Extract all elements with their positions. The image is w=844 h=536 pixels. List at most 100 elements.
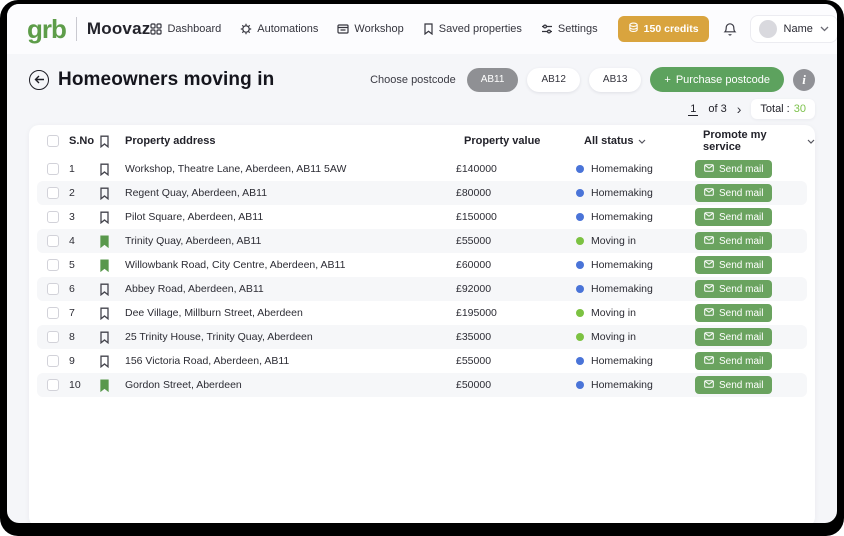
- table-row: 10 Gordon Street, Aberdeen £50000 Homema…: [37, 373, 807, 397]
- logo-divider: [75, 17, 77, 41]
- bookmark-icon[interactable]: [99, 307, 110, 320]
- row-checkbox[interactable]: [47, 187, 59, 199]
- next-page-chevron-icon[interactable]: ›: [736, 101, 742, 117]
- nav-item-settings[interactable]: Settings: [541, 23, 598, 35]
- send-mail-button[interactable]: Send mail: [695, 256, 773, 274]
- nav-item-automations[interactable]: Automations: [240, 23, 318, 35]
- table-row: 9 156 Victoria Road, Aberdeen, AB11 £550…: [37, 349, 807, 373]
- envelope-icon: [704, 307, 714, 319]
- row-sno: 1: [69, 163, 75, 175]
- envelope-icon: [704, 331, 714, 343]
- postcode-bar: Choose postcode AB11 AB12 AB13 + Purchas…: [370, 67, 815, 92]
- title-bar: Homeowners moving in Choose postcode AB1…: [7, 54, 837, 94]
- app-name: Moovaz: [86, 19, 151, 38]
- row-checkbox[interactable]: [47, 211, 59, 223]
- nav-item-dashboard[interactable]: Dashboard: [150, 23, 221, 35]
- send-mail-button[interactable]: Send mail: [695, 352, 773, 370]
- send-mail-label: Send mail: [719, 259, 764, 271]
- send-mail-button[interactable]: Send mail: [695, 376, 773, 394]
- bookmark-icon[interactable]: [99, 187, 110, 200]
- info-icon[interactable]: i: [793, 68, 815, 91]
- property-address: Regent Quay, Aberdeen, AB11: [125, 187, 268, 199]
- saved-properties-icon: [423, 23, 434, 35]
- send-mail-button[interactable]: Send mail: [695, 328, 773, 346]
- row-checkbox[interactable]: [47, 355, 59, 367]
- row-checkbox[interactable]: [47, 163, 59, 175]
- settings-icon: [541, 23, 553, 35]
- envelope-icon: [704, 259, 714, 271]
- row-checkbox[interactable]: [47, 235, 59, 247]
- property-value: £55000: [456, 355, 492, 367]
- send-mail-button[interactable]: Send mail: [695, 280, 773, 298]
- status-dot: [576, 213, 584, 221]
- select-all-checkbox[interactable]: [47, 135, 59, 147]
- row-sno: 10: [69, 379, 81, 391]
- property-address: Trinity Quay, Aberdeen, AB11: [125, 235, 262, 247]
- bookmark-icon[interactable]: [99, 355, 110, 368]
- back-button[interactable]: [29, 69, 49, 90]
- table-row: 4 Trinity Quay, Aberdeen, AB11 £55000 Mo…: [37, 229, 807, 253]
- row-sno: 9: [69, 355, 75, 367]
- nav-item-saved-properties[interactable]: Saved properties: [423, 23, 522, 35]
- row-sno: 7: [69, 307, 75, 319]
- row-checkbox[interactable]: [47, 379, 59, 391]
- envelope-icon: [704, 187, 714, 199]
- row-checkbox[interactable]: [47, 307, 59, 319]
- status-dot: [576, 381, 584, 389]
- pagination-bar: 1 of 3 › Total : 30: [7, 94, 837, 125]
- top-bar: grb Moovaz Dashboard Automations Worksho…: [7, 4, 837, 54]
- property-address: 156 Victoria Road, Aberdeen, AB11: [125, 355, 290, 367]
- envelope-icon: [704, 235, 714, 247]
- user-menu[interactable]: Name: [749, 15, 837, 43]
- bookmark-icon[interactable]: [99, 235, 110, 248]
- postcode-pill-ab11[interactable]: AB11: [466, 67, 519, 92]
- chevron-down-icon: [638, 139, 646, 144]
- send-mail-button[interactable]: Send mail: [695, 304, 773, 322]
- header-sno: S.No: [69, 135, 95, 147]
- row-sno: 5: [69, 259, 75, 271]
- total-chip: Total : 30: [751, 99, 815, 119]
- grb-logo: grb: [27, 14, 67, 44]
- envelope-icon: [704, 355, 714, 367]
- postcode-pill-ab12[interactable]: AB12: [527, 67, 580, 92]
- page-current[interactable]: 1: [688, 102, 699, 116]
- credits-button[interactable]: 150 credits: [617, 16, 709, 42]
- notifications-bell-icon[interactable]: [723, 22, 737, 37]
- row-checkbox[interactable]: [47, 331, 59, 343]
- workshop-icon: [337, 23, 350, 35]
- header-promote-label: Promote my service: [703, 129, 767, 153]
- properties-table: S.No Property address Property value All…: [29, 125, 815, 523]
- send-mail-label: Send mail: [719, 283, 764, 295]
- dashboard-icon: [150, 23, 163, 35]
- bookmark-icon[interactable]: [99, 331, 110, 344]
- coins-icon: [628, 22, 639, 36]
- promote-service-dropdown[interactable]: Promote my service: [703, 129, 815, 153]
- status-label: Moving in: [591, 235, 636, 247]
- property-value: £195000: [456, 307, 497, 319]
- header-value: Property value: [464, 135, 541, 147]
- bookmark-icon[interactable]: [99, 379, 110, 392]
- page-of-label: of 3: [708, 103, 727, 115]
- purchase-label: Purchase postcode: [675, 73, 770, 86]
- row-checkbox[interactable]: [47, 283, 59, 295]
- send-mail-button[interactable]: Send mail: [695, 160, 773, 178]
- send-mail-button[interactable]: Send mail: [695, 232, 773, 250]
- purchase-postcode-button[interactable]: + Purchase postcode: [650, 67, 784, 92]
- send-mail-button[interactable]: Send mail: [695, 208, 773, 226]
- send-mail-button[interactable]: Send mail: [695, 184, 773, 202]
- table-row: 8 25 Trinity House, Trinity Quay, Aberde…: [37, 325, 807, 349]
- property-value: £50000: [456, 379, 492, 391]
- chevron-down-icon: [807, 139, 815, 144]
- status-dot: [576, 357, 584, 365]
- bookmark-icon[interactable]: [99, 211, 110, 224]
- nav-item-workshop[interactable]: Workshop: [337, 23, 404, 35]
- row-checkbox[interactable]: [47, 259, 59, 271]
- send-mail-label: Send mail: [719, 211, 764, 223]
- property-address: Gordon Street, Aberdeen: [125, 379, 242, 391]
- bookmark-icon[interactable]: [99, 283, 110, 296]
- choose-postcode-label: Choose postcode: [370, 73, 456, 86]
- postcode-pill-ab13[interactable]: AB13: [588, 67, 642, 92]
- status-filter-dropdown[interactable]: All status: [584, 135, 646, 147]
- bookmark-icon[interactable]: [99, 259, 110, 272]
- bookmark-icon[interactable]: [99, 163, 110, 176]
